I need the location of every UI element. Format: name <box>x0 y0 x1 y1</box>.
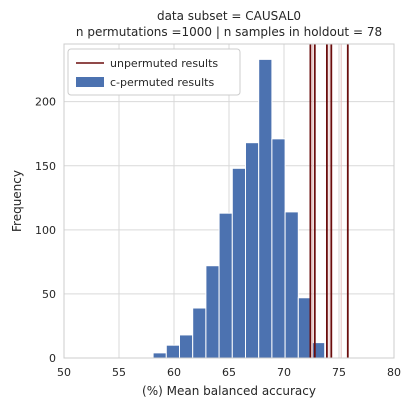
y-tick-label: 100 <box>35 224 56 237</box>
histogram-bar <box>231 167 247 359</box>
x-tick-labels: 50 55 60 65 70 75 80 <box>57 366 401 379</box>
histogram-bar <box>179 334 194 359</box>
legend-unpermuted-label: unpermuted results <box>110 57 218 70</box>
chart-title-line2: n permutations =1000 | n samples in hold… <box>76 25 382 39</box>
histogram-bar <box>205 265 220 359</box>
histogram-bar <box>271 138 286 359</box>
x-tick-label: 60 <box>167 366 181 379</box>
x-tick-label: 55 <box>112 366 126 379</box>
x-tick-label: 65 <box>222 366 236 379</box>
unpermuted-lines <box>309 44 349 358</box>
chart-title-line1: data subset = CAUSAL0 <box>157 9 301 23</box>
histogram-bar <box>311 342 326 359</box>
x-tick-label: 70 <box>277 366 291 379</box>
y-tick-label: 200 <box>35 96 56 109</box>
histogram-bar <box>218 212 233 359</box>
y-axis-label: Frequency <box>10 170 24 232</box>
y-tick-label: 50 <box>42 288 56 301</box>
histogram-bar <box>192 307 207 359</box>
histogram-bar <box>152 352 167 359</box>
histogram-bar <box>245 142 260 359</box>
plot-frame <box>63 43 395 359</box>
legend-permuted-swatch <box>76 77 104 87</box>
x-axis-label: (%) Mean balanced accuracy <box>142 384 316 398</box>
x-tick-label: 80 <box>387 366 401 379</box>
y-tick-label: 150 <box>35 160 56 173</box>
histogram-bars <box>152 58 326 359</box>
y-tick-labels: 0 50 100 150 200 <box>35 96 56 365</box>
x-tick-label: 50 <box>57 366 71 379</box>
y-tick-label: 0 <box>49 352 56 365</box>
legend: unpermuted results c-permuted results <box>67 48 241 96</box>
legend-permuted-label: c-permuted results <box>110 76 214 89</box>
histogram-bar <box>284 211 299 359</box>
x-tick-label: 75 <box>332 366 346 379</box>
legend-box <box>67 48 241 96</box>
histogram-bar <box>258 58 273 359</box>
histogram-bar <box>165 344 181 359</box>
